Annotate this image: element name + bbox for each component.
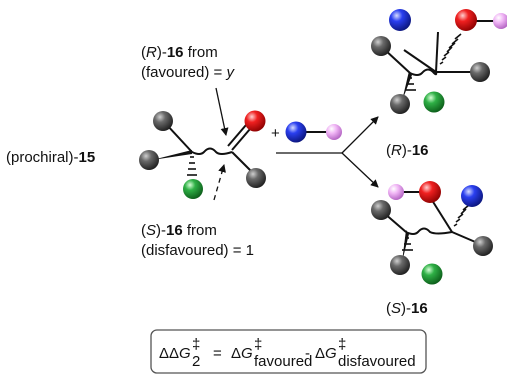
g-letter: G	[179, 345, 191, 362]
from-text: from	[183, 222, 217, 239]
pink-atom	[326, 124, 342, 140]
paren-close: )-	[401, 300, 411, 317]
red-atom	[244, 110, 266, 132]
hashed-bond	[187, 156, 197, 176]
substrate-prefix: (prochiral)-	[6, 149, 79, 166]
red-atom	[455, 9, 477, 31]
grey-atom	[390, 94, 410, 114]
paren-open: (	[141, 222, 146, 239]
attack-s-line1: (S)-16 from	[141, 222, 217, 239]
subscript-2: 2	[192, 353, 200, 370]
grey-atom	[246, 168, 266, 188]
ddg-symbol: ΔΔG	[159, 345, 191, 362]
delta-delta: ΔΔ	[159, 345, 179, 362]
subscript-disfavoured: disfavoured	[338, 353, 416, 370]
dg-favoured: ΔG	[231, 345, 253, 362]
attack-r-line2: (favoured) = y	[141, 64, 235, 81]
compound-number: 16	[167, 44, 184, 61]
attack-r-line1: (R)-16 from	[141, 44, 218, 61]
minus-sign: -	[305, 345, 310, 362]
paren-open: (	[386, 300, 391, 317]
green-atom	[423, 91, 445, 113]
config-r: R	[391, 142, 402, 159]
blue-atom	[285, 121, 307, 143]
config-s: S	[391, 300, 401, 317]
pink-atom	[493, 13, 507, 29]
grey-atom	[470, 62, 490, 82]
equation: ΔΔG ‡ 2 = ΔG ‡ favoured - ΔG ‡ disfavour…	[159, 336, 416, 370]
grey-atom	[139, 150, 159, 170]
favoured-value: y	[225, 64, 235, 81]
from-text: from	[184, 44, 218, 61]
compound-number: 16	[166, 222, 183, 239]
substrate-number: 15	[79, 149, 96, 166]
green-atom	[421, 263, 443, 285]
product-s-molecule	[371, 181, 493, 285]
pink-atom	[388, 184, 404, 200]
substrate-molecule	[139, 110, 266, 199]
grey-atom	[371, 200, 391, 220]
product-r-molecule	[371, 9, 507, 114]
product-s-label: (S)-16	[386, 300, 428, 317]
config-r: R	[146, 44, 157, 61]
grey-atom	[371, 36, 391, 56]
substrate-label: (prochiral)-15	[6, 149, 95, 166]
grey-atom	[390, 255, 410, 275]
plus-sign: +	[271, 125, 280, 142]
paren-open: (	[141, 44, 146, 61]
delta: Δ	[231, 345, 241, 362]
paren-close: )-	[156, 222, 166, 239]
g-letter: G	[241, 345, 253, 362]
grey-atom	[153, 111, 173, 131]
favoured-attack-arrow	[215, 87, 229, 136]
blue-atom	[461, 185, 483, 207]
branch-arrow	[276, 116, 379, 188]
dagger-2: ‡	[254, 336, 262, 353]
red-atom	[419, 181, 441, 203]
paren-open: (	[386, 142, 391, 159]
paren-close: )-	[402, 142, 412, 159]
wedge-bond	[152, 150, 192, 160]
subscript-favoured: favoured	[254, 353, 312, 370]
green-atom	[183, 179, 203, 199]
attack-s-line2: (disfavoured) = 1	[141, 242, 254, 259]
paren-close: )-	[157, 44, 167, 61]
dagger-1: ‡	[192, 336, 200, 353]
reagent-molecule	[285, 121, 342, 143]
grey-atom	[473, 236, 493, 256]
compound-number: 16	[411, 300, 428, 317]
dg-disfavoured: ΔG	[315, 345, 337, 362]
dagger-3: ‡	[338, 336, 346, 353]
g-letter: G	[325, 345, 337, 362]
compound-number: 16	[412, 142, 429, 159]
delta: Δ	[315, 345, 325, 362]
equals-sign: =	[213, 345, 222, 362]
favoured-text: (favoured) =	[141, 64, 226, 81]
blue-atom	[389, 9, 411, 31]
product-r-label: (R)-16	[386, 142, 429, 159]
equation-box	[150, 329, 427, 374]
disfavoured-attack-arrow	[213, 164, 226, 201]
config-s: S	[146, 222, 156, 239]
